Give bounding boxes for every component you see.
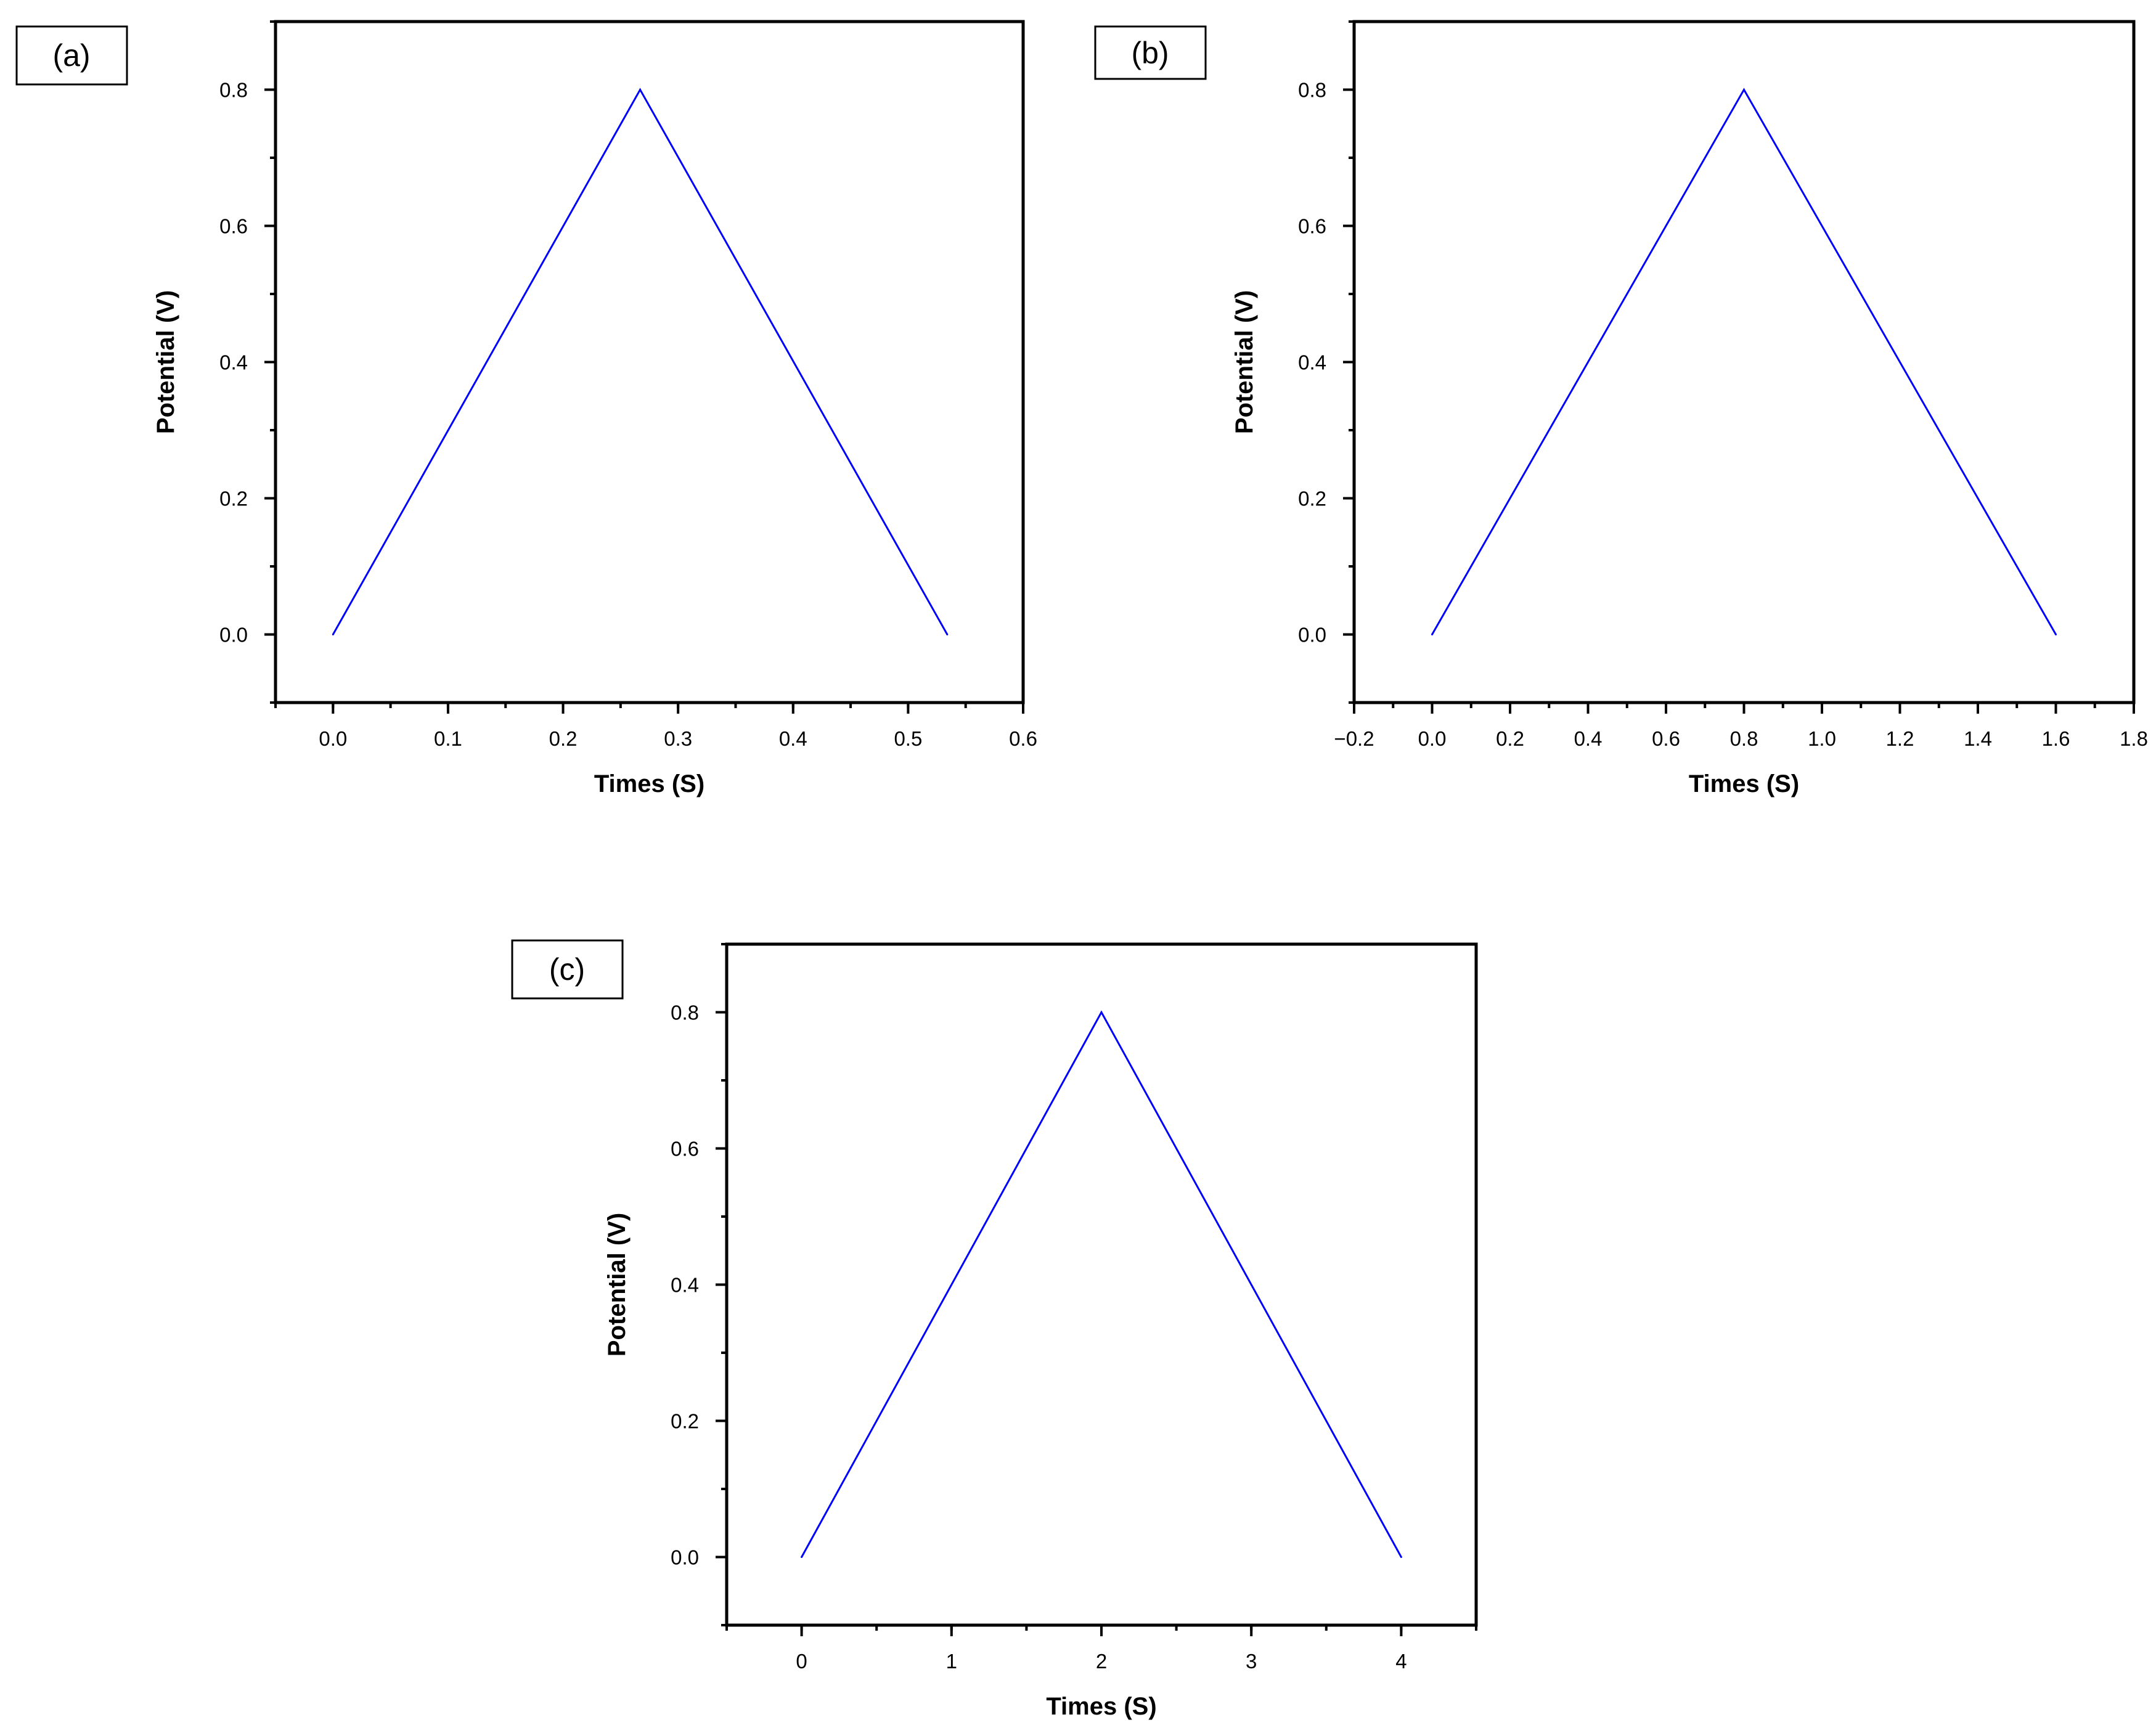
y-tick-label: 0.6 [1298,215,1326,238]
plot-frame [725,942,1478,1627]
x-tick-label: 1.6 [2042,727,2070,750]
tick-marks [1343,20,2135,714]
x-tick-label: 1.2 [1886,727,1914,750]
x-axis-title: Times (S) [1689,770,1799,797]
x-tick-label: 2 [1096,1650,1107,1673]
series-group [801,1010,1402,1558]
x-tick-labels: 0 1 2 3 4 [796,1650,1407,1673]
y-tick-label: 0.0 [671,1546,699,1569]
y-tick-label: 0.2 [1298,487,1326,510]
data-point [1100,1011,1103,1013]
data-point [332,634,334,635]
x-tick-label: 0.4 [1574,727,1603,750]
y-tick-labels: 0.0 0.2 0.4 0.6 0.8 [671,1001,699,1569]
data-point [2055,634,2057,635]
x-tick-label: 0.1 [434,727,462,750]
series-line [801,1010,1402,1558]
panel-label: (a) [52,38,90,73]
x-tick-label: 0 [796,1650,807,1673]
series-group [1431,88,2057,635]
x-tick-label: −0.2 [1334,727,1374,750]
x-tick-label: 1 [946,1650,957,1673]
x-tick-label: 3 [1246,1650,1257,1673]
x-tick-label: 0.0 [1418,727,1447,750]
y-tick-label: 0.4 [671,1274,699,1297]
x-tick-label: 0.5 [894,727,922,750]
x-tick-label: 0.8 [1730,727,1758,750]
series-group [332,88,949,635]
x-tick-label: 0.2 [1496,727,1524,750]
panel-label-box [15,25,128,86]
panel-label: (b) [1131,36,1169,70]
x-tick-label: 0.6 [1652,727,1680,750]
tick-marks [716,943,1477,1636]
y-tick-label: 0.4 [219,351,248,374]
data-point [1743,89,1745,91]
y-axis-title: Potential (V) [1231,290,1258,434]
data-point [1400,1556,1402,1558]
panel-label-box [1094,25,1207,80]
x-tick-label: 0.4 [779,727,807,750]
x-tick-label: 0.0 [319,727,347,750]
x-tick-labels: 0.0 0.1 0.2 0.3 0.4 0.5 0.6 [319,727,1037,750]
plot-frame [1352,20,2136,704]
y-tick-label: 0.4 [1298,351,1326,374]
data-point [639,89,642,91]
x-axis-title: Times (S) [1046,1693,1156,1720]
x-tick-label: 0.2 [549,727,578,750]
x-tick-label: 1.8 [2120,727,2148,750]
x-tick-label: 1.0 [1808,727,1836,750]
chart-panel-c: (c) 0 1 2 3 4 0.0 0.2 0.4 0.6 0.8 Times (S) Pote… [511,939,1478,1720]
y-tick-label: 0.6 [671,1138,699,1160]
data-point [1431,634,1433,635]
y-tick-label: 0.8 [671,1001,699,1024]
series-line [332,88,949,635]
series-line [1431,88,2057,635]
panel-label: (c) [549,952,585,987]
y-tick-label: 0.0 [219,624,248,646]
y-tick-label: 0.0 [1298,624,1326,646]
y-axis-title: Potential (V) [603,1213,631,1356]
y-tick-labels: 0.0 0.2 0.4 0.6 0.8 [1298,79,1326,646]
x-tick-label: 0.6 [1009,727,1037,750]
panel-label-box [511,939,624,1000]
chart-panel-a: (a) 0.0 0.1 0.2 0.3 0.4 0.5 0.6 0.00.20.40.60.… [15,20,1037,797]
y-tick-label: 0.2 [219,487,248,510]
data-point [946,634,949,635]
x-axis-title: Times (S) [594,770,704,797]
y-tick-label: 0.6 [219,215,248,238]
x-tick-label: 4 [1395,1650,1407,1673]
y-tick-label: 0.8 [1298,79,1326,102]
tick-marks [264,20,1024,714]
y-tick-label: 0.2 [671,1410,699,1433]
chart-panel-b: (b) −0.2 0.0 0.2 0.4 0.6 0.8 1.0 1.2 1.4 1.6 1.8 0… [1094,20,2148,797]
data-point [801,1556,803,1558]
x-tick-labels: −0.2 0.0 0.2 0.4 0.6 0.8 1.0 1.2 1.4 1.6 1.8 [1334,727,2148,750]
y-tick-label: 0.8 [219,79,248,102]
x-tick-label: 1.4 [1964,727,1992,750]
y-axis-title: Potential (V) [152,290,179,434]
y-tick-labels: 0.0 0.2 0.4 0.6 0.8 [219,79,248,646]
plot-frame [274,20,1025,704]
x-tick-label: 0.3 [664,727,692,750]
